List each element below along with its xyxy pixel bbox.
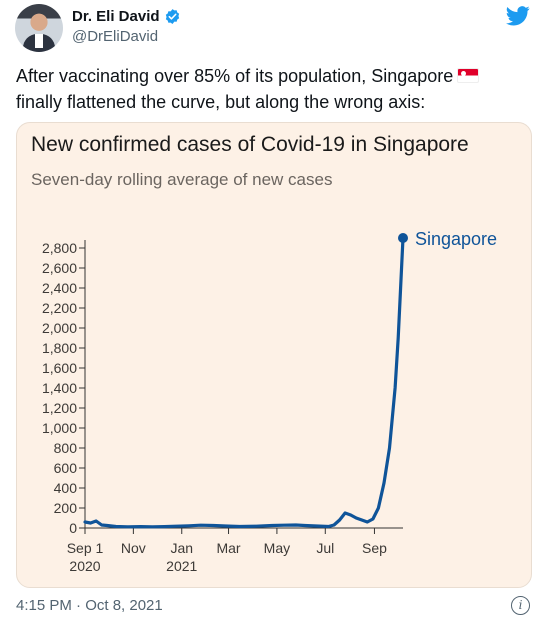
y-tick-label: 0 — [69, 520, 77, 536]
tweet-timestamp[interactable]: 4:15 PM · Oct 8, 2021 — [16, 597, 163, 614]
x-tick-label: Sep — [362, 540, 387, 556]
chart-title: New confirmed cases of Covid-19 in Singa… — [31, 133, 469, 156]
y-tick-label: 200 — [54, 500, 78, 516]
tweet-text: After vaccinating over 85% of its popula… — [16, 63, 536, 115]
y-tick-label: 2,200 — [42, 300, 77, 316]
y-tick-label: 1,000 — [42, 420, 77, 436]
y-tick-label: 600 — [54, 460, 78, 476]
x-tick-label: Jul — [316, 540, 334, 556]
avatar-shirt — [35, 34, 43, 48]
y-tick-label: 2,600 — [42, 260, 77, 276]
chart-card[interactable]: New confirmed cases of Covid-19 in Singa… — [16, 122, 532, 588]
y-tick-label: 2,000 — [42, 320, 77, 336]
x-tick-label: May — [264, 540, 290, 556]
series-end-point — [398, 233, 408, 243]
x-tick-label: Jan — [170, 540, 193, 556]
y-tick-label: 2,400 — [42, 280, 77, 296]
x-tick-label: Nov — [121, 540, 146, 556]
chart-plot: 0 200 400 600 800 1,000 1,200 1,400 1,600 1,800 2,… — [42, 229, 497, 574]
chart-subtitle: Seven-day rolling average of new cases — [31, 170, 333, 189]
y-tick-label: 800 — [54, 440, 78, 456]
info-icon[interactable]: i — [511, 596, 530, 615]
tweet-line-2: finally flattened the curve, but along t… — [16, 92, 426, 112]
y-tick-label: 1,600 — [42, 360, 77, 376]
tweet-line-1: After vaccinating over 85% of its popula… — [16, 66, 454, 86]
y-tick-label: 1,200 — [42, 400, 77, 416]
y-tick-label: 1,400 — [42, 380, 77, 396]
x-tick-label: Mar — [216, 540, 240, 556]
y-tick-label: 1,800 — [42, 340, 77, 356]
series-line-singapore — [83, 236, 405, 529]
twitter-bird-icon[interactable] — [506, 6, 530, 26]
x-tick-label: Sep 1 — [67, 540, 104, 556]
x-tick-sublabel: 2021 — [166, 558, 197, 574]
author-block: Dr. Eli David @DrEliDavid — [72, 8, 181, 45]
y-tick-label: 400 — [54, 480, 78, 496]
singapore-flag-icon — [457, 68, 480, 83]
series-end-label: Singapore — [415, 229, 497, 249]
author-name-row: Dr. Eli David — [72, 8, 181, 25]
author-name[interactable]: Dr. Eli David — [72, 8, 160, 25]
y-tick-label: 2,800 — [42, 240, 77, 256]
author-handle[interactable]: @DrEliDavid — [72, 28, 159, 45]
x-tick-sublabel: 2020 — [69, 558, 100, 574]
verified-badge-icon — [165, 9, 179, 24]
avatar[interactable] — [15, 4, 63, 52]
